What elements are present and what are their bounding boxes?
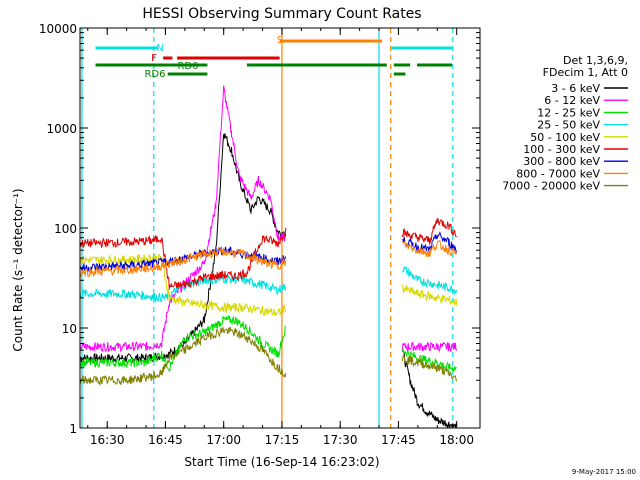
- flag-label-s: S: [277, 35, 283, 46]
- legend-label-1: 6 - 12 keV: [544, 94, 600, 107]
- x-tick-label-0: 16:30: [90, 433, 125, 447]
- x-tick-label-5: 17:45: [381, 433, 416, 447]
- footer-date: 9-May-2017 15:00: [572, 468, 636, 476]
- series-group: [79, 85, 458, 429]
- legend-label-8: 7000 - 20000 keV: [502, 180, 600, 193]
- legend-header-0: Det 1,3,6,9,: [563, 54, 628, 67]
- flag-label-n: N: [156, 43, 163, 54]
- legend-label-3: 25 - 50 keV: [537, 119, 600, 132]
- y-tick-label-0: 1: [69, 422, 77, 436]
- chart-title: HESSI Observing Summary Count Rates: [142, 6, 421, 22]
- axes: 16:30 16:45 17:00 17:15 17:30 17:45 18:00 1 10 10…: [39, 22, 481, 447]
- x-tick-label-6: 18:00: [439, 433, 474, 447]
- flag-label-f: F: [151, 53, 157, 64]
- legend-label-6: 300 - 800 keV: [523, 155, 600, 168]
- legend-label-4: 50 - 100 keV: [530, 131, 600, 144]
- series-line-4: [79, 253, 458, 317]
- x-tick-label-4: 17:30: [323, 433, 358, 447]
- y-tick-label-2: 100: [54, 222, 77, 236]
- series-line-2: [79, 314, 457, 372]
- flag-label-rd0: RD0: [177, 61, 198, 72]
- series-line-0: [79, 133, 458, 429]
- y-tick-label-4: 10000: [39, 22, 77, 36]
- legend-label-0: 3 - 6 keV: [551, 82, 600, 95]
- y-axis-label: Count Rate (s⁻¹ detector⁻¹): [11, 188, 25, 351]
- x-axis-label: Start Time (16-Sep-14 16:23:02): [184, 455, 379, 469]
- series-line-8: [79, 326, 458, 386]
- y-tick-label-1: 10: [62, 322, 77, 336]
- flag-bars: N S F RD0 RD6: [95, 35, 453, 80]
- legend-header-1: FDecim 1, Att 0: [543, 66, 628, 79]
- vertical-markers: [81, 28, 454, 428]
- legend-label-2: 12 - 25 keV: [537, 106, 600, 119]
- x-tick-label-3: 17:15: [265, 433, 300, 447]
- series-line-7: [79, 239, 458, 279]
- legend-label-5: 100 - 300 keV: [523, 143, 600, 156]
- flag-label-rd6: RD6: [144, 69, 165, 80]
- series-line-3: [79, 266, 458, 303]
- y-tick-label-3: 1000: [46, 122, 77, 136]
- x-tick-label-2: 17:00: [206, 433, 241, 447]
- legend-label-7: 800 - 7000 keV: [516, 167, 600, 180]
- x-tick-label-1: 16:45: [148, 433, 183, 447]
